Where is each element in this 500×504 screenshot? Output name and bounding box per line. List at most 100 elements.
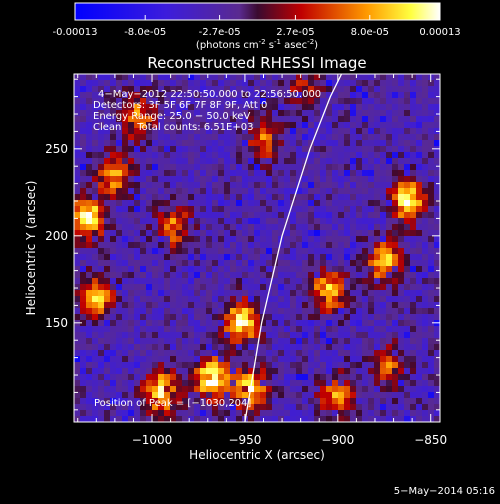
heatmap-cell [356,158,363,165]
heatmap-cell [428,410,435,417]
heatmap-cell [224,278,231,285]
heatmap-cell [272,158,279,165]
heatmap-cell [284,272,291,279]
heatmap-cell [398,380,405,387]
heatmap-cell [230,338,237,345]
heatmap-cell [92,200,99,207]
heatmap-cell [392,206,399,213]
heatmap-cell [290,416,297,422]
heatmap-cell [374,242,381,249]
heatmap-cell [386,218,393,225]
heatmap-cell [242,182,249,189]
heatmap-cell [182,248,189,255]
heatmap-cell [248,398,255,405]
heatmap-cell [122,182,129,189]
heatmap-cell [224,386,231,393]
heatmap-cell [92,98,99,105]
heatmap-cell [404,380,411,387]
heatmap-cell [80,290,87,297]
heatmap-cell [344,242,351,249]
heatmap-cell [230,314,237,321]
heatmap-cell [140,152,147,159]
heatmap-cell [272,230,279,237]
heatmap-cell [122,86,129,93]
heatmap-cell [74,362,81,369]
heatmap-cell [104,122,111,129]
heatmap-cell [230,248,237,255]
heatmap-cell [302,164,309,171]
heatmap-cell [212,368,219,375]
heatmap-cell [314,134,321,141]
heatmap-cell [104,308,111,315]
heatmap-cell [242,206,249,213]
annotation-energy-range: Energy Range: 25.0 − 50.0 keV [93,111,250,122]
heatmap-cell [404,218,411,225]
heatmap-cell [254,410,261,417]
heatmap-cell [134,368,141,375]
heatmap-cell [314,386,321,393]
heatmap-cell [320,182,327,189]
heatmap-cell [116,206,123,213]
heatmap-cell [200,98,207,105]
heatmap-cell [368,272,375,279]
heatmap-cell [122,158,129,165]
heatmap-cell [122,152,129,159]
heatmap-cell [140,404,147,411]
heatmap-cell [182,392,189,399]
heatmap-cell [422,308,429,315]
heatmap-cell [404,98,411,105]
heatmap-cell [218,248,225,255]
heatmap-cell [338,176,345,183]
heatmap-cell [416,140,423,147]
heatmap-cell [104,98,111,105]
heatmap-cell [296,80,303,87]
heatmap-cell [248,110,255,117]
heatmap-cell [368,122,375,129]
heatmap-cell [344,320,351,327]
heatmap-cell [284,374,291,381]
heatmap-cell [320,290,327,297]
heatmap-cell [158,380,165,387]
heatmap-cell [110,308,117,315]
heatmap-cell [98,332,105,339]
heatmap-cell [98,122,105,129]
heatmap-cell [236,410,243,417]
heatmap-cell [86,170,93,177]
heatmap-cell [332,368,339,375]
heatmap-cell [212,218,219,225]
heatmap-cell [416,260,423,267]
heatmap-cell [272,254,279,261]
heatmap-cell [266,338,273,345]
heatmap-cell [380,158,387,165]
heatmap-cell [290,374,297,381]
heatmap-cell [200,404,207,411]
heatmap-cell [392,128,399,135]
heatmap-cell [134,398,141,405]
heatmap-cell [404,356,411,363]
heatmap-cell [368,104,375,111]
heatmap-cell [74,356,81,363]
heatmap-cell [188,350,195,357]
heatmap-cell [398,248,405,255]
heatmap-cell [398,356,405,363]
heatmap-cell [428,134,435,141]
heatmap-cell [350,260,357,267]
heatmap-cell [188,272,195,279]
heatmap-cell [236,380,243,387]
heatmap-cell [80,296,87,303]
heatmap-cell [296,188,303,195]
heatmap-cell [242,314,249,321]
heatmap-cell [302,362,309,369]
heatmap-cell [146,98,153,105]
heatmap-cell [206,314,213,321]
heatmap-cell [284,308,291,315]
heatmap-cell [236,326,243,333]
heatmap-cell [386,242,393,249]
heatmap-cell [236,212,243,219]
heatmap-cell [272,134,279,141]
heatmap-cell [296,356,303,363]
heatmap-cell [344,350,351,357]
heatmap-cell [152,410,159,417]
heatmap-cell [266,356,273,363]
heatmap-cell [224,284,231,291]
